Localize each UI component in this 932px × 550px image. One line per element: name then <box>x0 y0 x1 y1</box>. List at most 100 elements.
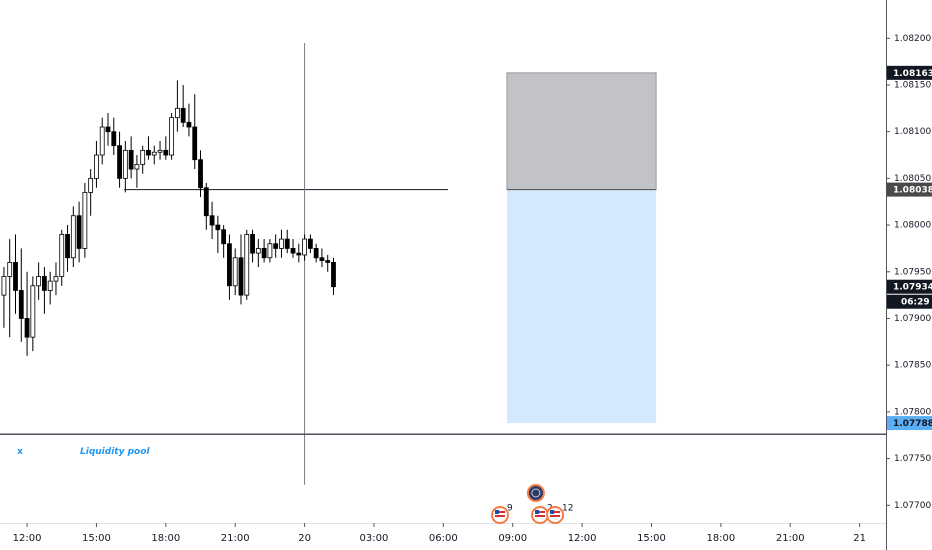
candle-body <box>105 126 111 133</box>
candle-body <box>7 262 13 277</box>
candle-body <box>70 215 76 259</box>
candle-body <box>146 149 151 156</box>
candle-body <box>157 149 163 153</box>
candle-body <box>192 126 198 161</box>
price-label: 1.08163 <box>893 69 932 79</box>
y-tick-label: 1.08100 <box>894 127 931 137</box>
x-tick-label: 15:00 <box>637 533 666 544</box>
candle-body <box>59 234 65 277</box>
candle-body <box>325 260 331 263</box>
candle-body <box>186 121 192 128</box>
price-label-box <box>887 65 932 80</box>
event-icon <box>526 484 545 502</box>
price-label: 1.08038 <box>893 186 932 196</box>
price-label-box <box>887 416 932 431</box>
candle-body <box>227 243 232 287</box>
candle-body <box>273 243 279 249</box>
x-tick-label: 06:00 <box>429 533 458 544</box>
candle-body <box>94 154 99 179</box>
y-tick-label: 1.08000 <box>894 221 931 231</box>
candle-body <box>65 234 70 259</box>
price-label-box <box>887 279 932 294</box>
event-flag <box>550 511 561 513</box>
candle-body <box>238 257 244 296</box>
candle-body <box>18 290 24 319</box>
candle-body <box>163 149 169 156</box>
event-flag <box>535 515 546 517</box>
stop-zone <box>506 189 657 424</box>
candle-body <box>53 276 59 282</box>
candle-body <box>117 145 122 179</box>
candle-body <box>82 191 88 249</box>
x-tick-label: 18:00 <box>706 533 735 544</box>
candle-body <box>313 248 319 259</box>
x-tick-label: 20 <box>298 533 311 544</box>
candle-body <box>140 149 146 165</box>
y-tick-label: 1.07800 <box>894 407 931 417</box>
event-flag <box>535 511 546 513</box>
x-tick-label: 21:00 <box>221 533 250 544</box>
event-flag-canton <box>550 510 555 514</box>
candle-body <box>122 149 128 179</box>
x-tick-label: 18:00 <box>151 533 180 544</box>
candle-body <box>151 151 157 156</box>
event-flag-canton <box>495 510 500 514</box>
candle-body <box>221 229 227 245</box>
event-count: 9 <box>507 504 513 514</box>
y-tick-label: 1.07700 <box>894 501 931 511</box>
candle-body <box>296 252 302 256</box>
x-tick-label: 21:00 <box>776 533 805 544</box>
liquidity-label: Liquidity pool <box>80 447 150 457</box>
y-tick-label: 1.07950 <box>894 267 931 277</box>
price-label: 1.07788 <box>893 419 932 429</box>
candle-body <box>244 234 250 296</box>
candle-body <box>99 126 105 156</box>
event-flag <box>550 515 561 517</box>
target-zone <box>506 72 657 191</box>
candle-body <box>331 262 336 288</box>
candle-body <box>169 117 175 156</box>
candle-body <box>128 149 134 170</box>
liquidity-marker: x <box>17 447 23 457</box>
price-label: 1.07934 <box>893 283 932 293</box>
candle-body <box>76 215 82 249</box>
event-icon-inner <box>531 488 541 498</box>
event-flag <box>495 511 506 513</box>
y-tick-label: 1.08200 <box>894 34 931 44</box>
candle-body <box>319 257 325 261</box>
x-tick-label: 03:00 <box>360 533 389 544</box>
x-tick-label: 12:00 <box>13 533 42 544</box>
countdown-box <box>887 294 932 309</box>
candle-body <box>215 224 221 231</box>
candle-body <box>302 238 307 256</box>
countdown: 06:29 <box>901 298 930 308</box>
y-tick-label: 1.08050 <box>894 174 931 184</box>
candle-body <box>290 248 296 254</box>
candle-body <box>24 318 30 338</box>
price-label-box <box>887 182 932 197</box>
candle-body <box>180 107 186 123</box>
y-tick-label: 1.07900 <box>894 314 931 324</box>
candle-body <box>198 159 203 189</box>
candle-body <box>284 238 290 249</box>
candle-body <box>47 280 53 291</box>
candle-body <box>255 248 261 254</box>
candle-body <box>88 177 94 193</box>
candle-body <box>174 107 180 119</box>
candle-body <box>203 187 209 217</box>
candle-body <box>111 131 117 147</box>
candle-body <box>42 276 47 291</box>
candle-body <box>307 238 313 249</box>
candle-body <box>209 215 215 226</box>
x-tick-label: 15:00 <box>82 533 111 544</box>
x-tick-label: 21 <box>853 533 866 544</box>
candle-body <box>13 262 18 291</box>
event-flag <box>495 515 506 517</box>
candle-body <box>30 285 36 338</box>
y-tick-label: 1.07750 <box>894 454 931 464</box>
y-tick-label: 1.08150 <box>894 80 931 90</box>
event-count: 12 <box>562 504 573 514</box>
x-tick-label: 12:00 <box>568 533 597 544</box>
